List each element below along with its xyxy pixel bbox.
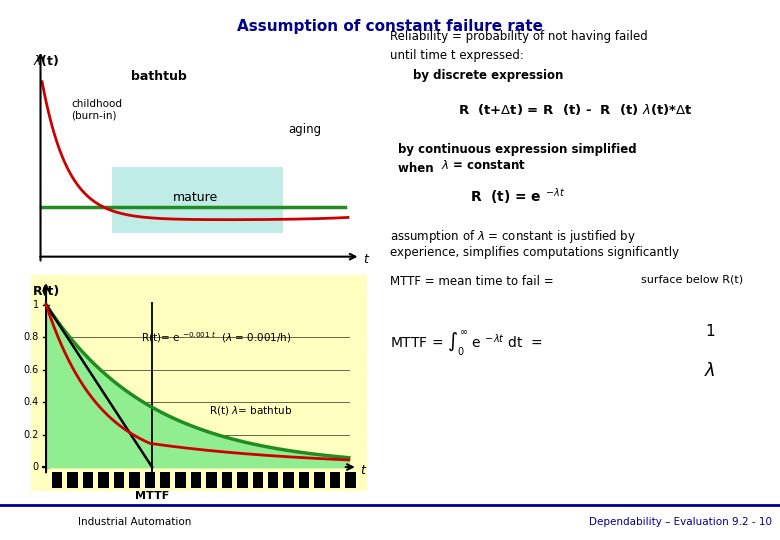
Bar <box>207 472 217 488</box>
Text: $\lambda$: $\lambda$ <box>704 362 715 380</box>
Text: R(t): R(t) <box>33 285 60 298</box>
Bar <box>176 472 186 488</box>
Text: 0.4: 0.4 <box>23 397 39 407</box>
Bar <box>268 472 278 488</box>
Text: Reliability = probability of not having failed: Reliability = probability of not having … <box>390 30 647 43</box>
Text: bathtub: bathtub <box>131 70 186 83</box>
Bar <box>237 472 247 488</box>
Bar <box>129 472 140 488</box>
Bar <box>314 472 324 488</box>
Text: 1: 1 <box>705 324 714 339</box>
Text: MTTF = $\int_{0}^{\infty}$ e $^{-\lambda t}$ dt  =: MTTF = $\int_{0}^{\infty}$ e $^{-\lambda… <box>390 329 543 359</box>
Text: Dependability – Evaluation 9.2 - 10: Dependability – Evaluation 9.2 - 10 <box>589 517 772 527</box>
Text: 1: 1 <box>33 300 39 309</box>
Text: t: t <box>363 253 368 267</box>
Text: $\lambda$(t): $\lambda$(t) <box>33 53 59 68</box>
Bar <box>222 472 232 488</box>
Bar <box>346 472 356 488</box>
Bar <box>191 472 201 488</box>
Text: R(t) $\lambda$= bathtub: R(t) $\lambda$= bathtub <box>209 404 292 417</box>
Text: when: when <box>398 162 438 175</box>
Bar <box>67 472 78 488</box>
Bar <box>98 472 108 488</box>
Text: 0.8: 0.8 <box>23 332 39 342</box>
Bar <box>83 472 94 488</box>
Text: Industrial Automation: Industrial Automation <box>78 517 191 527</box>
Text: Assumption of constant failure rate: Assumption of constant failure rate <box>237 19 543 34</box>
Text: 0: 0 <box>33 462 39 472</box>
Text: until time t expressed:: until time t expressed: <box>390 49 524 62</box>
Text: surface below R(t): surface below R(t) <box>641 274 743 284</box>
Bar <box>253 472 263 488</box>
Text: t: t <box>360 464 366 477</box>
Text: R  (t) = e $^{-\lambda t}$: R (t) = e $^{-\lambda t}$ <box>470 186 565 206</box>
Bar <box>330 472 340 488</box>
Text: assumption of $\lambda$ = constant is justified by: assumption of $\lambda$ = constant is ju… <box>390 228 636 245</box>
Text: by discrete expression: by discrete expression <box>413 69 564 82</box>
Bar <box>160 472 170 488</box>
Text: EPFL: EPFL <box>16 516 50 529</box>
Bar <box>283 472 294 488</box>
Text: childhood
(burn-in): childhood (burn-in) <box>72 99 122 121</box>
Text: $\lambda$ = constant: $\lambda$ = constant <box>441 159 526 172</box>
Bar <box>52 472 62 488</box>
Text: R(t)= e $^{-0.001\ t}$  ($\lambda$ = 0.001/h): R(t)= e $^{-0.001\ t}$ ($\lambda$ = 0.00… <box>141 330 292 345</box>
Text: 0.2: 0.2 <box>23 429 39 440</box>
Bar <box>299 472 310 488</box>
Text: R  (t+$\Delta$t) = R  (t) -  R  (t) $\lambda$(t)*$\Delta$t: R (t+$\Delta$t) = R (t) - R (t) $\lambda… <box>458 102 693 117</box>
Text: by continuous expression simplified: by continuous expression simplified <box>398 143 636 156</box>
Text: mature: mature <box>173 192 218 205</box>
Text: MTTF = mean time to fail =: MTTF = mean time to fail = <box>390 275 558 288</box>
Bar <box>112 167 282 233</box>
Text: MTTF: MTTF <box>135 491 169 502</box>
Text: experience, simplifies computations significantly: experience, simplifies computations sign… <box>390 246 679 259</box>
Bar <box>144 472 155 488</box>
Text: aging: aging <box>288 124 321 137</box>
Bar <box>114 472 124 488</box>
Text: 0.6: 0.6 <box>23 364 39 375</box>
